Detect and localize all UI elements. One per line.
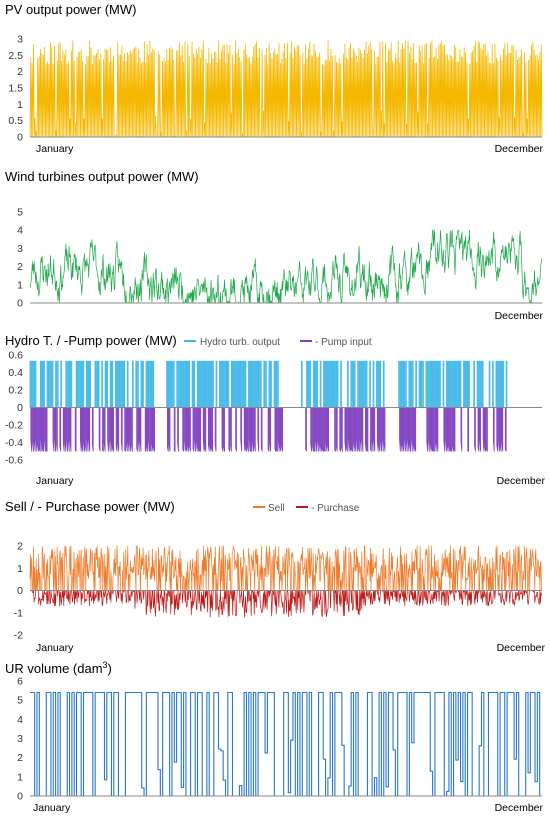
sell-y-tick-label: -1	[14, 607, 23, 619]
pv-y-tick-label: 1.5	[8, 83, 23, 95]
hydro-y-tick-label: -0.4	[5, 437, 23, 449]
hydro-y-tick-label: 0.2	[8, 385, 23, 397]
pv-chart: PV output power (MW) 0 0.5 1 1.5 2 2.5 3 Janua…	[5, 2, 544, 155]
pv-y-tick-label: 3	[17, 34, 23, 46]
sell-legend-sell: Sell	[268, 503, 285, 514]
ur-y-tick-label: 4	[17, 714, 23, 726]
hydro-legend-pump: - Pump input	[315, 337, 372, 348]
pv-chart-title: PV output power (MW)	[5, 2, 137, 17]
ur-y-tick-label: 5	[17, 695, 23, 707]
ur-y-tick-label: 0	[17, 791, 23, 803]
sell-y-tick-label: 0	[17, 585, 23, 597]
hydro-pump-line	[30, 407, 542, 452]
sell-x-label-start: January	[36, 642, 74, 654]
pv-y-tick-label: 2	[17, 66, 23, 78]
pv-x-label-end: December	[495, 143, 544, 155]
hydro-y-tick-label: 0.6	[8, 350, 23, 362]
ur-x-label-start: January	[33, 802, 71, 814]
ur-y-tick-label: 1	[17, 771, 23, 783]
wind-y-tick-label: 1	[17, 279, 23, 291]
ur-y-tick-label: 2	[17, 752, 23, 764]
sell-legend-purchase: - Purchase	[311, 503, 360, 514]
wind-chart-title: Wind turbines output power (MW)	[5, 169, 199, 184]
wind-y-tick-label: 3	[17, 243, 23, 255]
hydro-chart: Hydro T. / -Pump power (MW) Hydro turb. …	[5, 333, 546, 487]
pv-y-axis-ticks: 0 0.5 1 1.5 2 2.5 3	[8, 34, 23, 144]
hydro-y-tick-label: 0.4	[8, 367, 23, 379]
hydro-chart-title: Hydro T. / -Pump power (MW)	[5, 333, 177, 348]
wind-y-tick-label: 0	[17, 298, 23, 310]
hydro-legend: Hydro turb. output - Pump input	[184, 337, 372, 348]
wind-series-line	[29, 229, 542, 304]
sell-y-axis-ticks: -2 -1 0 1 2	[14, 541, 24, 642]
hydro-series-lines	[29, 360, 542, 452]
hydro-y-tick-label: -0.2	[5, 420, 23, 432]
wind-y-tick-label: 5	[17, 207, 23, 219]
wind-x-label-end: December	[495, 310, 544, 322]
pv-y-tick-label: 0	[17, 132, 23, 144]
ur-series-line	[30, 691, 542, 797]
sell-y-tick-label: -2	[14, 630, 23, 642]
sell-series-lines	[29, 545, 542, 618]
pv-y-tick-label: 2.5	[8, 50, 23, 62]
hydro-x-label-end: December	[497, 475, 546, 487]
pv-y-tick-label: 1	[17, 99, 23, 111]
wind-chart: Wind turbines output power (MW) 0 1 2 3 4 5 D…	[5, 169, 544, 322]
ur-chart: UR volume (dam3) 0 1 2 3 4 5 6 January Decembe…	[5, 660, 544, 814]
ur-volume-line	[30, 691, 542, 797]
sell-y-tick-label: 2	[17, 541, 23, 553]
wind-y-axis-ticks: 0 1 2 3 4 5	[17, 207, 23, 310]
pv-output-line	[29, 40, 543, 138]
wind-y-tick-label: 2	[17, 261, 23, 273]
sell-chart-title: Sell / - Purchase power (MW)	[5, 499, 175, 514]
sell-x-label-end: December	[497, 642, 546, 654]
pv-y-tick-label: 0.5	[8, 115, 23, 127]
hydro-x-label-start: January	[36, 475, 74, 487]
hydro-y-axis-ticks: -0.6 -0.4 -0.2 0 0.2 0.4 0.6	[5, 350, 23, 467]
wind-output-line	[29, 229, 542, 304]
hydro-turbine-line	[29, 360, 542, 408]
ur-x-label-end: December	[495, 802, 544, 814]
ur-chart-title: UR volume (dam3)	[5, 660, 112, 676]
hydro-y-tick-label: 0	[17, 402, 23, 414]
sell-line	[29, 545, 542, 591]
ur-y-axis-ticks: 0 1 2 3 4 5 6	[17, 676, 23, 803]
sell-chart: Sell / - Purchase power (MW) Sell - Purc…	[5, 499, 546, 654]
hydro-legend-turbine: Hydro turb. output	[200, 337, 280, 348]
pv-series-line	[29, 40, 543, 138]
ur-y-tick-label: 3	[17, 733, 23, 745]
sell-y-tick-label: 1	[17, 563, 23, 575]
wind-y-tick-label: 4	[17, 225, 23, 237]
hydro-y-tick-label: -0.6	[5, 455, 23, 467]
sell-legend: Sell - Purchase	[253, 503, 360, 514]
pv-x-label-start: January	[36, 143, 74, 155]
purchase-line	[30, 590, 542, 618]
ur-y-tick-label: 6	[17, 676, 23, 688]
